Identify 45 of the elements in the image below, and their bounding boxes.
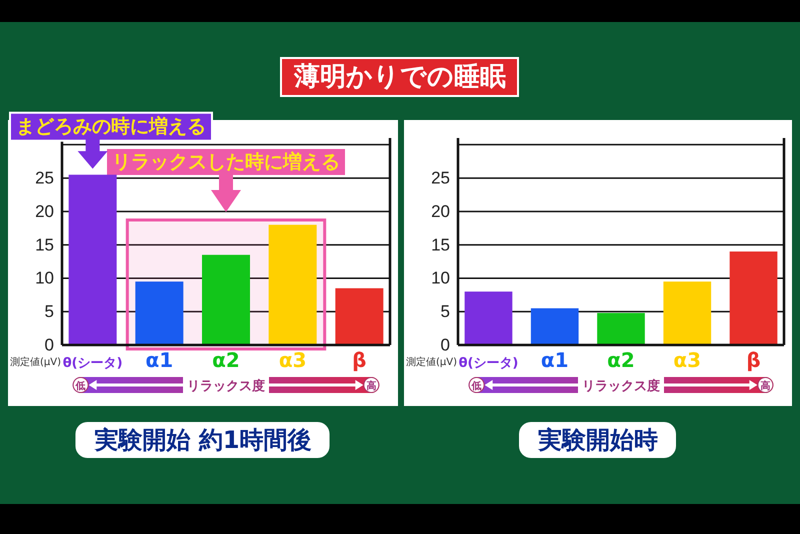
x-tick-label: α1 [540,348,569,372]
bar [530,308,579,345]
x-tick-label: α2 [212,348,240,372]
y-tick-label: 0 [44,335,54,354]
y-tick-label: 25 [431,168,450,188]
bar [730,252,778,345]
y-tick-label: 10 [35,268,54,288]
y-tick-label: 20 [35,202,54,221]
bar [597,312,645,345]
text: 高 [366,380,376,392]
text: 実験開始 約1時間後 [93,426,312,454]
y-tick-label: 20 [431,202,450,221]
chart-title: 薄明かりでの睡眠 [293,62,506,92]
band-label: リラックスした時に増える [112,151,340,173]
x-tick-label: α3 [278,348,306,372]
y-tick-label: 25 [35,168,54,188]
y-axis-title: 測定値(μV) [406,356,458,368]
y-tick-label: 5 [44,302,54,322]
text: リラックス度 [582,378,660,394]
text: 低 [74,380,86,392]
annotation: まどろみの時に増える [16,116,206,138]
text: 低 [470,380,482,392]
x-tick-label: α3 [673,348,702,372]
bar [663,282,712,345]
text: リラックス度 [187,378,265,394]
text: 実験開始時 [537,426,658,454]
y-axis-title: 測定値(μV) [10,356,62,368]
x-tick-label: β [746,348,761,372]
x-tick-label: θ(シータ) [458,356,518,371]
x-tick-label: β [352,348,366,372]
bar [268,224,317,345]
y-tick-label: 0 [440,335,450,354]
bar [464,292,512,345]
x-tick-label: θ(シータ) [62,356,123,371]
text: 高 [760,380,770,392]
bar [202,254,250,345]
y-tick-label: 5 [440,302,450,322]
bar [335,288,384,345]
bar [68,174,117,345]
y-tick-label: 15 [431,235,450,254]
x-tick-label: α1 [146,348,174,372]
bar [135,282,184,345]
y-tick-label: 10 [431,268,450,288]
y-tick-label: 15 [35,235,54,254]
x-tick-label: α2 [607,348,635,372]
